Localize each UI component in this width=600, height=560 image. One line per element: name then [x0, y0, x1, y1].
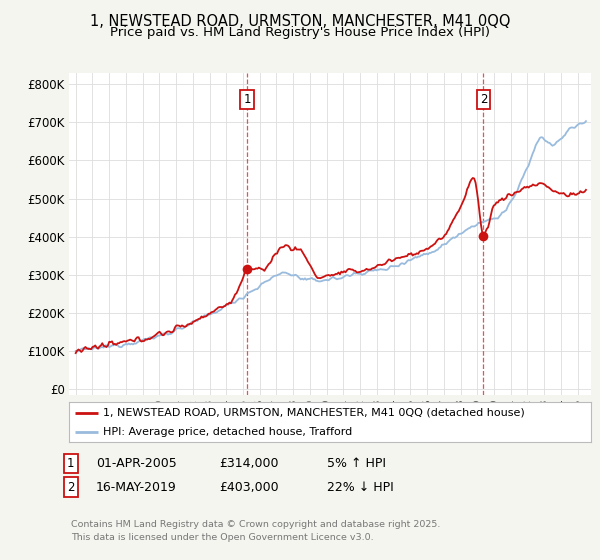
- Text: 2: 2: [67, 480, 74, 494]
- Text: Contains HM Land Registry data © Crown copyright and database right 2025.
This d: Contains HM Land Registry data © Crown c…: [71, 520, 440, 542]
- Text: 16-MAY-2019: 16-MAY-2019: [96, 480, 177, 494]
- Text: 22% ↓ HPI: 22% ↓ HPI: [327, 480, 394, 494]
- Text: 1, NEWSTEAD ROAD, URMSTON, MANCHESTER, M41 0QQ: 1, NEWSTEAD ROAD, URMSTON, MANCHESTER, M…: [90, 14, 510, 29]
- Text: 1, NEWSTEAD ROAD, URMSTON, MANCHESTER, M41 0QQ (detached house): 1, NEWSTEAD ROAD, URMSTON, MANCHESTER, M…: [103, 408, 524, 418]
- Text: Price paid vs. HM Land Registry's House Price Index (HPI): Price paid vs. HM Land Registry's House …: [110, 26, 490, 39]
- Text: 1: 1: [67, 457, 74, 470]
- Text: 01-APR-2005: 01-APR-2005: [96, 457, 177, 470]
- Text: 5% ↑ HPI: 5% ↑ HPI: [327, 457, 386, 470]
- Text: £314,000: £314,000: [219, 457, 278, 470]
- Text: 1: 1: [244, 93, 251, 106]
- Text: HPI: Average price, detached house, Trafford: HPI: Average price, detached house, Traf…: [103, 427, 352, 437]
- Text: 2: 2: [479, 93, 487, 106]
- Text: £403,000: £403,000: [219, 480, 278, 494]
